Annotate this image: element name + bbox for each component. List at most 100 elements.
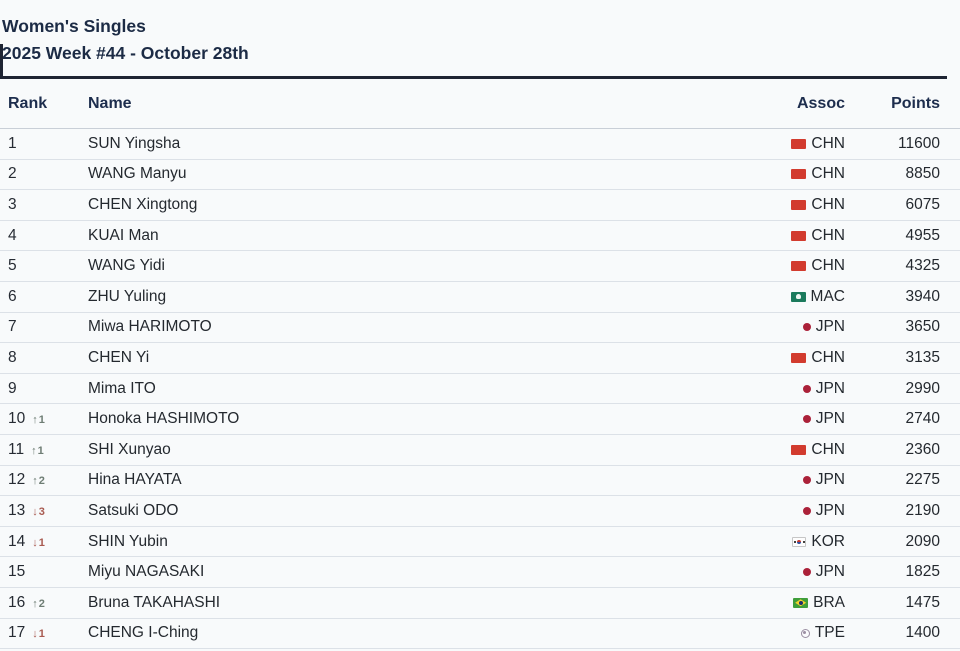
assoc-cell: JPN	[755, 318, 845, 336]
points-value: 1825	[905, 563, 940, 581]
table-row[interactable]: 11 ↑1 SHI Xunyao CHN 2360	[0, 434, 960, 466]
assoc-cell: KOR	[755, 533, 845, 551]
rank-number: 14	[8, 532, 26, 550]
assoc-cell: CHN	[755, 349, 845, 367]
assoc-cell: JPN	[755, 563, 845, 581]
table-row[interactable]: 10 ↑1 Honoka HASHIMOTO JPN 2740	[0, 404, 960, 435]
player-name: Mima ITO	[88, 379, 156, 397]
player-name: Hina HAYATA	[88, 471, 182, 489]
page-header: Women's Singles 2025 Week #44 - October …	[0, 0, 960, 76]
rank-change-indicator: ↑2	[32, 597, 46, 610]
table-row[interactable]: 3 CHEN Xingtong CHN 6075	[0, 190, 960, 221]
chn-flag-icon	[791, 169, 807, 180]
rank-number: 17	[8, 624, 26, 642]
rank-cell: 9	[8, 380, 88, 398]
rank-change-indicator: ↑1	[32, 414, 46, 427]
jpn-flag-icon	[802, 506, 811, 515]
table-row[interactable]: 6 ZHU Yuling MAC 3940	[0, 281, 960, 313]
assoc-code: MAC	[810, 287, 845, 305]
rank-change-indicator: ↑1	[31, 444, 45, 457]
rank-change-indicator: ↓1	[32, 628, 46, 641]
player-name: CHEN Yi	[88, 348, 150, 366]
table-row[interactable]: 16 ↑2 Bruna TAKAHASHI BRA 1475	[0, 587, 960, 619]
page-subtitle: 2025 Week #44 - October 28th	[2, 43, 249, 63]
assoc-code: CHN	[811, 226, 845, 244]
rank-number: 7	[8, 318, 17, 336]
table-row[interactable]: 15 Miyu NAGASAKI JPN 1825	[0, 557, 960, 588]
assoc-code: CHN	[811, 134, 845, 152]
chn-flag-icon	[791, 230, 807, 241]
rank-number: 3	[8, 195, 17, 213]
player-name: WANG Yidi	[88, 257, 165, 275]
player-name: Satsuki ODO	[88, 501, 179, 519]
player-name: SHIN Yubin	[88, 532, 168, 550]
mac-flag-icon	[790, 291, 806, 302]
points-value: 2190	[905, 501, 940, 519]
table-row[interactable]: 5 WANG Yidi CHN 4325	[0, 251, 960, 282]
assoc-cell: CHN	[755, 441, 845, 459]
points-value: 4325	[905, 257, 940, 275]
rank-cell: 11 ↑1	[8, 441, 88, 459]
rank-number: 5	[8, 257, 17, 275]
rank-cell: 16 ↑2	[8, 594, 88, 612]
assoc-code: JPN	[815, 501, 845, 519]
assoc-cell: BRA	[755, 594, 845, 612]
rank-number: 9	[8, 379, 17, 397]
table-row[interactable]: 2 WANG Manyu CHN 8850	[0, 159, 960, 191]
rank-change-indicator: ↓3	[32, 505, 46, 518]
rank-cell: 2	[8, 165, 88, 183]
column-header-rank: Rank	[8, 94, 48, 112]
points-value: 4955	[905, 226, 940, 244]
points-value: 3650	[905, 318, 940, 336]
player-name: CHEN Xingtong	[88, 195, 198, 213]
rank-number: 11	[8, 440, 25, 458]
assoc-code: JPN	[815, 379, 845, 397]
jpn-flag-icon	[802, 415, 811, 424]
table-row[interactable]: 8 CHEN Yi CHN 3135	[0, 343, 960, 374]
assoc-code: TPE	[814, 624, 845, 642]
points-value: 6075	[905, 195, 940, 213]
left-border-line	[0, 44, 3, 77]
player-name: KUAI Man	[88, 226, 159, 244]
assoc-code: CHN	[811, 440, 845, 458]
rank-cell: 17 ↓1	[8, 624, 88, 642]
jpn-flag-icon	[802, 384, 811, 393]
assoc-cell: CHN	[755, 257, 845, 275]
table-row[interactable]: 14 ↓1 SHIN Yubin KOR 2090	[0, 526, 960, 558]
rank-cell: 8	[8, 349, 88, 367]
assoc-code: JPN	[815, 563, 845, 581]
assoc-cell: TPE	[755, 624, 845, 642]
points-value: 2090	[905, 532, 940, 550]
table-row[interactable]: 13 ↓3 Satsuki ODO JPN 2190	[0, 496, 960, 527]
column-header-points: Points	[891, 94, 940, 112]
ranking-table-body: 1 SUN Yingsha CHN 11600 2 WANG Manyu CHN…	[0, 129, 960, 650]
points-value: 11600	[898, 134, 940, 152]
table-row[interactable]: 12 ↑2 Hina HAYATA JPN 2275	[0, 465, 960, 497]
assoc-code: KOR	[811, 532, 845, 550]
rank-cell: 12 ↑2	[8, 471, 88, 489]
table-row[interactable]: 4 KUAI Man CHN 4955	[0, 220, 960, 252]
table-row[interactable]: 17 ↓1 CHENG I-Ching TPE 1400	[0, 618, 960, 650]
rank-cell: 13 ↓3	[8, 502, 88, 520]
table-row[interactable]: 9 Mima ITO JPN 2990	[0, 373, 960, 405]
jpn-flag-icon	[802, 323, 811, 332]
assoc-code: CHN	[811, 165, 845, 183]
table-header-row: Rank Name Assoc Points	[0, 79, 960, 129]
table-row[interactable]: 7 Miwa HARIMOTO JPN 3650	[0, 312, 960, 344]
player-name: ZHU Yuling	[88, 287, 167, 305]
table-row[interactable]: 1 SUN Yingsha CHN 11600	[0, 129, 960, 160]
assoc-code: CHN	[811, 348, 845, 366]
rank-number: 2	[8, 165, 17, 183]
player-name: SHI Xunyao	[88, 440, 171, 458]
player-name: CHENG I-Ching	[88, 624, 199, 642]
kor-flag-icon	[792, 536, 807, 547]
rank-number: 16	[8, 593, 26, 611]
assoc-cell: MAC	[755, 288, 845, 306]
rank-number: 12	[8, 471, 26, 489]
rank-number: 15	[8, 563, 26, 581]
assoc-cell: JPN	[755, 380, 845, 398]
assoc-cell: CHN	[755, 135, 845, 153]
chn-flag-icon	[791, 138, 807, 149]
chn-flag-icon	[791, 444, 807, 455]
